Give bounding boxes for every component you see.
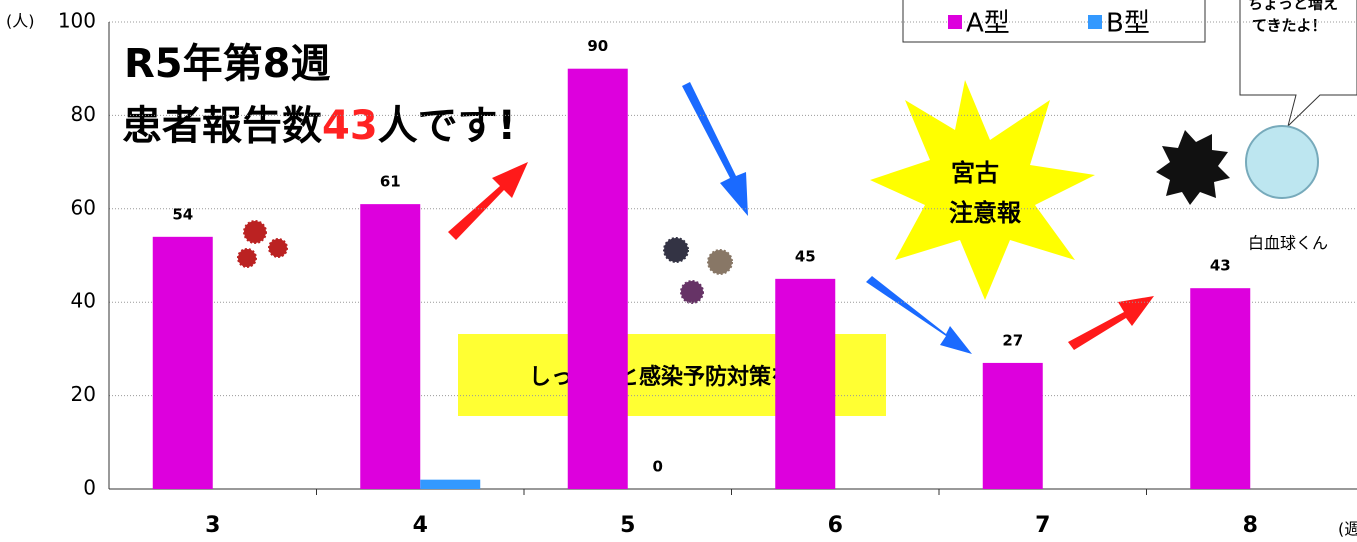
legend-swatch xyxy=(1088,15,1102,29)
alert-star xyxy=(870,80,1095,300)
bar xyxy=(152,236,213,489)
y-tick-label: 0 xyxy=(83,476,96,500)
alert-text: 宮古 xyxy=(951,159,999,187)
value-label: 43 xyxy=(1210,257,1231,275)
subtitle-part: 患者報告数 xyxy=(122,103,322,149)
value-label: 27 xyxy=(1002,331,1023,349)
bar xyxy=(567,68,628,489)
x-tick-label: 6 xyxy=(828,513,843,538)
x-tick-label: 8 xyxy=(1243,513,1258,538)
x-tick-label: 5 xyxy=(620,513,635,538)
bar xyxy=(420,479,481,489)
speech-text: ちょっと増え xyxy=(1248,0,1338,13)
virus-decor xyxy=(237,220,733,304)
arrows xyxy=(448,82,1154,354)
y-axis-label: (人) xyxy=(6,12,35,31)
x-tick-label: 3 xyxy=(205,513,220,538)
legend-label: A型 xyxy=(966,9,1010,39)
subtitle-part: 人です! xyxy=(378,103,516,149)
subtitle: 患者報告数43人です! xyxy=(122,103,516,149)
bar xyxy=(775,278,836,489)
y-tick-label: 100 xyxy=(58,9,96,33)
value-label: 0 xyxy=(653,458,663,476)
character-decor xyxy=(1156,125,1319,205)
value-label: 61 xyxy=(380,173,401,191)
value-label: 90 xyxy=(587,37,608,55)
bar xyxy=(1190,288,1251,489)
y-tick-label: 20 xyxy=(71,382,96,406)
x-tick-label: 4 xyxy=(413,513,428,538)
speech-bubble xyxy=(1239,0,1357,128)
subtitle-part: 43 xyxy=(322,103,378,149)
value-label: 45 xyxy=(795,247,816,265)
value-label: 54 xyxy=(172,205,193,223)
legend-swatch xyxy=(948,15,962,29)
alert-text: 注意報 xyxy=(949,199,1022,227)
y-tick-label: 60 xyxy=(71,195,96,219)
speech-text: てきたよ！ xyxy=(1252,17,1327,35)
y-tick-label: 40 xyxy=(71,289,96,313)
x-axis-label: (週) xyxy=(1338,520,1357,539)
chart-title: R5年第8週 xyxy=(124,41,330,87)
bar xyxy=(360,204,421,489)
legend-label: B型 xyxy=(1106,9,1150,39)
bar xyxy=(982,362,1043,489)
character-name: 白血球くん xyxy=(1248,234,1328,253)
y-tick-label: 80 xyxy=(71,102,96,126)
x-tick-label: 7 xyxy=(1035,513,1050,538)
